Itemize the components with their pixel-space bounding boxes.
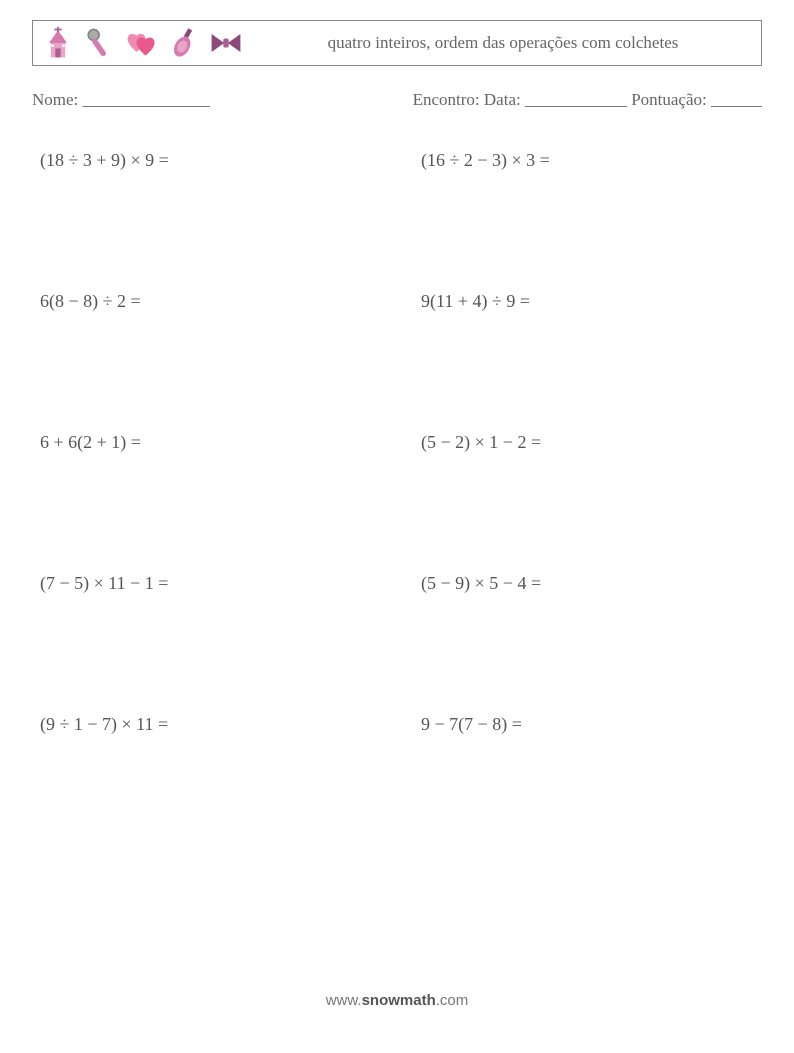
footer-prefix: www. xyxy=(326,992,362,1009)
church-icon xyxy=(39,24,77,62)
info-row: Nome: _______________ Encontro: Data: __… xyxy=(32,90,762,110)
footer: www.snowmath.com xyxy=(0,992,794,1009)
worksheet-page: quatro inteiros, ordem das operações com… xyxy=(0,0,794,1053)
problem-item: 6(8 − 8) ÷ 2 = xyxy=(40,291,381,312)
problem-item: 9 − 7(7 − 8) = xyxy=(421,714,762,735)
problem-item: (5 − 2) × 1 − 2 = xyxy=(421,432,762,453)
problem-item: (7 − 5) × 11 − 1 = xyxy=(40,573,381,594)
footer-suffix: .com xyxy=(436,992,469,1009)
encontro-field: Encontro: Data: ____________ Pontuação: … xyxy=(413,90,762,110)
nome-field: Nome: _______________ xyxy=(32,90,210,110)
worksheet-title: quatro inteiros, ordem das operações com… xyxy=(245,32,761,54)
problems-grid: (18 ÷ 3 + 9) × 9 = (16 ÷ 2 − 3) × 3 = 6(… xyxy=(32,150,762,735)
bottle-icon xyxy=(165,24,203,62)
microphone-icon xyxy=(81,24,119,62)
problem-item: (5 − 9) × 5 − 4 = xyxy=(421,573,762,594)
icons-area xyxy=(33,24,245,62)
problem-item: 9(11 + 4) ÷ 9 = xyxy=(421,291,762,312)
header-box: quatro inteiros, ordem das operações com… xyxy=(32,20,762,66)
problem-item: (16 ÷ 2 − 3) × 3 = xyxy=(421,150,762,171)
footer-bold: snowmath xyxy=(362,992,436,1009)
problem-item: 6 + 6(2 + 1) = xyxy=(40,432,381,453)
problem-item: (9 ÷ 1 − 7) × 11 = xyxy=(40,714,381,735)
bowtie-icon xyxy=(207,24,245,62)
problem-item: (18 ÷ 3 + 9) × 9 = xyxy=(40,150,381,171)
hearts-icon xyxy=(123,24,161,62)
